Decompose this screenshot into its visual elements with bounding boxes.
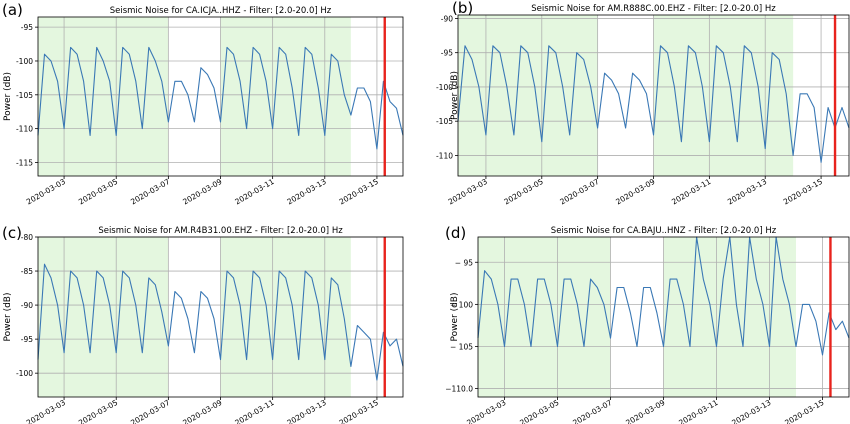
- x-tick-label: 2020-03-03: [25, 398, 67, 424]
- y-axis-label: Power (dB): [450, 71, 460, 120]
- x-tick-label: 2020-03-05: [77, 398, 119, 424]
- y-tick-label: -95: [21, 23, 33, 32]
- x-tick-label: 2020-03-11: [233, 398, 275, 424]
- y-tick-label: -100: [16, 369, 33, 378]
- y-tick-label: -110: [16, 125, 33, 134]
- panel-1: -90 -95 -100 -105 -110 2020-03-03 2020-03-05 20…: [436, 0, 850, 207]
- shaded-period-0: [478, 237, 611, 397]
- x-tick-label: 2020-03-15: [338, 177, 380, 207]
- x-tick-label: 2020-03-07: [558, 177, 600, 207]
- chart-title: Seismic Noise for AM.R888C.00.EHZ - Filt…: [531, 4, 776, 14]
- panel-letter: (a): [2, 1, 23, 19]
- x-tick-label: 2020-03-13: [286, 398, 328, 424]
- y-tick-label: -115: [16, 158, 33, 167]
- shaded-period-0: [38, 17, 169, 176]
- x-tick-label: 2020-03-05: [503, 177, 545, 207]
- y-tick-label: -90: [21, 301, 33, 310]
- x-tick-label: 2020-03-15: [338, 398, 380, 424]
- x-tick-label: 2020-03-09: [181, 177, 223, 207]
- x-tick-label: 2020-03-13: [730, 398, 772, 424]
- shaded-period-0: [458, 15, 598, 176]
- x-tick-label: 2020-03-03: [25, 177, 67, 207]
- x-tick-label: 2020-03-03: [447, 177, 489, 207]
- shaded-period-1: [653, 15, 794, 176]
- x-tick-label: 2020-03-09: [624, 398, 666, 424]
- x-tick-label: 2020-03-09: [614, 177, 656, 207]
- y-tick-label: -110: [436, 151, 453, 160]
- x-tick-label: 2020-03-15: [783, 398, 825, 424]
- y-tick-label: -80: [21, 233, 33, 242]
- panel-letter: (d): [445, 224, 466, 242]
- x-tick-label: 2020-03-07: [129, 398, 171, 424]
- y-tick-label: -100: [436, 83, 453, 92]
- y-tick-label: − 100: [450, 300, 473, 309]
- y-tick-label: − 105: [450, 342, 473, 351]
- series-line: [477, 236, 850, 356]
- x-tick-label: 2020-03-13: [286, 177, 328, 207]
- chart-title: Seismic Noise for CA.ICJA..HHZ - Filter:…: [110, 6, 332, 16]
- shaded-period-1: [663, 237, 796, 397]
- x-tick-label: 2020-03-03: [465, 398, 507, 424]
- x-tick-label: 2020-03-05: [77, 177, 119, 207]
- panel-2: -80 -85 -90 -95 -100 2020-03-03 2020-03-05 2020…: [2, 224, 404, 424]
- panel-letter: (c): [2, 224, 22, 242]
- series-line: [37, 263, 404, 381]
- x-tick-label: 2020-03-11: [233, 177, 275, 207]
- y-tick-label: -100: [16, 57, 33, 66]
- chart-title: Seismic Noise for CA.BAJU..HNZ - Filter:…: [551, 226, 777, 236]
- panel-0: -95 -100 -105 -110 -115 2020-03-03 2020-03-05 2…: [2, 1, 404, 207]
- y-axis-label: Power (dB): [3, 293, 13, 342]
- y-tick-label: -90: [441, 14, 453, 23]
- y-tick-label: -105: [16, 91, 33, 100]
- y-tick-label: −110.0: [445, 385, 473, 394]
- y-tick-label: -105: [436, 117, 453, 126]
- panel-letter: (b): [452, 0, 473, 17]
- y-tick-label: -95: [21, 335, 33, 344]
- x-tick-label: 2020-03-09: [181, 398, 223, 424]
- chart-title: Seismic Noise for AM.R4B31.00.EHZ - Filt…: [98, 226, 343, 236]
- y-axis-label: Power (dB): [3, 72, 13, 121]
- x-tick-label: 2020-03-05: [518, 398, 560, 424]
- x-tick-label: 2020-03-13: [726, 177, 768, 207]
- shaded-period-1: [220, 237, 351, 397]
- x-tick-label: 2020-03-07: [129, 177, 171, 207]
- x-tick-label: 2020-03-07: [571, 398, 613, 424]
- series-line: [457, 45, 850, 163]
- y-axis-label: Power (dB): [450, 293, 460, 342]
- series-line: [37, 46, 404, 150]
- panel-3: − 95 − 100 − 105 −110.0 2020-03-03 2020-03-05…: [445, 224, 850, 424]
- x-tick-label: 2020-03-11: [670, 177, 712, 207]
- y-tick-label: -95: [441, 49, 453, 58]
- x-tick-label: 2020-03-11: [677, 398, 719, 424]
- shaded-period-1: [220, 17, 351, 176]
- x-tick-label: 2020-03-15: [782, 177, 824, 207]
- y-tick-label: -85: [21, 267, 33, 276]
- y-tick-label: − 95: [455, 258, 473, 267]
